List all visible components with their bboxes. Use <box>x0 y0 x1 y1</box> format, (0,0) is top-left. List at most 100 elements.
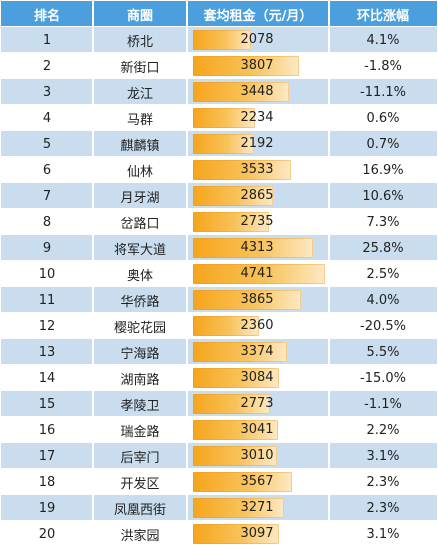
area-cell: 宁海路 <box>120 346 160 362</box>
column-divider <box>186 1 188 547</box>
area-cell: 华侨路 <box>120 294 160 310</box>
rent-bar <box>193 56 299 76</box>
table-row: 16 瑞金路 3041 2.2% <box>1 417 437 443</box>
rent-bar <box>193 134 254 154</box>
row-divider <box>1 234 437 235</box>
header-rent: 套均租金（元/月） <box>187 1 329 27</box>
column-divider <box>92 1 94 547</box>
rent-bar <box>193 420 278 440</box>
rent-bar <box>193 394 270 414</box>
row-divider <box>1 494 437 495</box>
rank-cell: 17 <box>38 448 56 464</box>
area-cell: 马群 <box>126 112 153 128</box>
rent-bar <box>193 238 313 258</box>
table-row: 2 新街口 3807 -1.8% <box>1 53 437 79</box>
rank-cell: 14 <box>38 370 56 386</box>
change-cell: 10.6% <box>362 188 404 204</box>
row-divider <box>1 442 437 443</box>
change-cell: -1.8% <box>364 58 402 74</box>
table-row: 20 洪家园 3097 3.1% <box>1 521 437 547</box>
area-cell: 瑞金路 <box>120 424 160 440</box>
change-cell: -1.1% <box>364 396 402 412</box>
table-row: 18 开发区 3567 2.3% <box>1 469 437 495</box>
row-divider <box>1 520 437 521</box>
table-row: 14 湖南路 3084 -15.0% <box>1 365 437 391</box>
rank-cell: 15 <box>38 396 56 412</box>
rent-bar <box>193 472 292 492</box>
area-cell: 麒麟镇 <box>120 138 160 154</box>
rent-bar <box>193 264 325 284</box>
rank-cell: 20 <box>38 526 56 542</box>
rent-bar <box>193 446 277 466</box>
table-row: 10 奥体 4741 2.5% <box>1 261 437 287</box>
change-cell: -11.1% <box>360 84 406 100</box>
area-cell: 孝陵卫 <box>120 398 160 414</box>
header-rank: 排名 <box>1 1 93 27</box>
table-row: 4 马群 2234 0.6% <box>1 105 437 131</box>
area-cell: 洪家园 <box>120 528 160 544</box>
rent-value: 2360 <box>240 318 274 333</box>
rent-value: 4313 <box>240 240 274 255</box>
area-cell: 仙林 <box>126 164 153 180</box>
area-cell: 凤凰西街 <box>113 502 166 518</box>
row-divider <box>1 208 437 209</box>
change-cell: 2.2% <box>366 422 400 438</box>
rank-cell: 5 <box>42 136 52 152</box>
rent-value: 2773 <box>240 396 274 411</box>
rent-value: 2234 <box>240 110 274 125</box>
area-cell: 将军大道 <box>113 242 166 258</box>
row-divider <box>1 26 437 27</box>
change-cell: -20.5% <box>360 318 406 334</box>
rent-value: 2735 <box>240 214 274 229</box>
table-row: 9 将军大道 4313 25.8% <box>1 235 437 261</box>
table-row: 19 凤凰西街 3271 2.3% <box>1 495 437 521</box>
rank-cell: 16 <box>38 422 56 438</box>
area-cell: 奥体 <box>126 268 153 284</box>
row-divider <box>1 182 437 183</box>
change-cell: 3.1% <box>366 448 400 464</box>
change-cell: 16.9% <box>362 162 404 178</box>
rent-value: 3271 <box>240 500 274 515</box>
rank-cell: 4 <box>42 110 52 126</box>
rank-cell: 13 <box>38 344 56 360</box>
row-divider <box>1 78 437 79</box>
table-row: 1 桥北 2078 4.1% <box>1 27 437 53</box>
table-row: 17 后宰门 3010 3.1% <box>1 443 437 469</box>
rent-value: 3041 <box>240 422 274 437</box>
rank-cell: 2 <box>42 58 52 74</box>
rent-value: 3567 <box>240 474 274 489</box>
rent-bar <box>193 160 291 180</box>
rank-cell: 6 <box>42 162 52 178</box>
row-divider <box>1 416 437 417</box>
rent-bar <box>193 368 279 388</box>
change-cell: 3.1% <box>366 526 400 542</box>
header-area: 商圈 <box>93 1 187 27</box>
area-cell: 龙江 <box>126 86 153 102</box>
change-cell: 5.5% <box>366 344 400 360</box>
change-cell: 4.0% <box>366 292 400 308</box>
rent-value: 3084 <box>240 370 274 385</box>
row-divider <box>1 338 437 339</box>
area-cell: 月牙湖 <box>120 190 160 206</box>
row-divider <box>1 130 437 131</box>
rent-bar <box>193 108 255 128</box>
row-divider <box>1 104 437 105</box>
table-row: 3 龙江 3448 -11.1% <box>1 79 437 105</box>
table-row: 8 岔路口 2735 7.3% <box>1 209 437 235</box>
table-row: 7 月牙湖 2865 10.6% <box>1 183 437 209</box>
change-cell: -15.0% <box>360 370 406 386</box>
change-cell: 25.8% <box>362 240 404 256</box>
rent-bar <box>193 186 273 206</box>
change-cell: 4.1% <box>366 32 400 48</box>
rank-cell: 7 <box>42 188 52 204</box>
change-cell: 2.5% <box>366 266 400 282</box>
rank-cell: 11 <box>38 292 56 308</box>
rent-value: 3097 <box>240 526 274 541</box>
rent-value: 4741 <box>240 266 274 281</box>
table-row: 15 孝陵卫 2773 -1.1% <box>1 391 437 417</box>
change-cell: 0.6% <box>366 110 400 126</box>
row-divider <box>1 364 437 365</box>
rent-value: 3865 <box>240 292 274 307</box>
rank-cell: 3 <box>42 84 52 100</box>
